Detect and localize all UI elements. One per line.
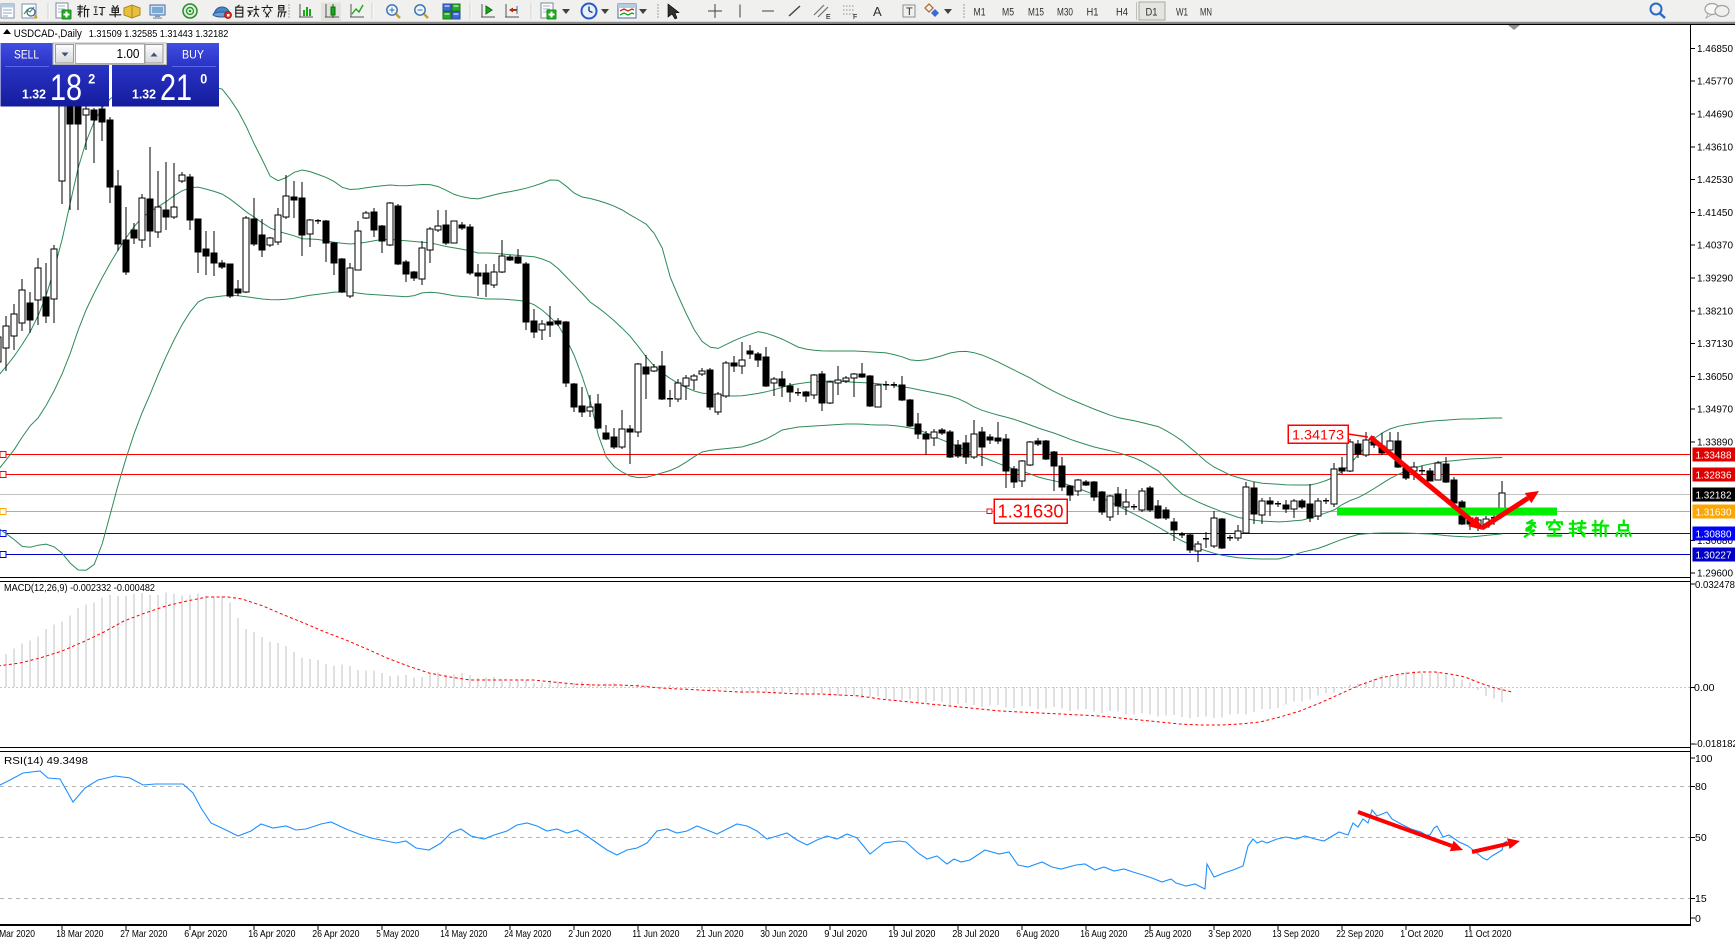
svg-text:24 May 2020: 24 May 2020 — [504, 928, 551, 940]
svg-text:MN: MN — [1200, 7, 1212, 19]
svg-text:W1: W1 — [1176, 7, 1188, 19]
svg-text:21 Jun 2020: 21 Jun 2020 — [696, 928, 743, 940]
svg-text:16 Aug 2020: 16 Aug 2020 — [1080, 928, 1127, 940]
svg-text:1.31630: 1.31630 — [1696, 506, 1732, 518]
svg-text:1.45770: 1.45770 — [1697, 76, 1733, 88]
svg-text:5 May 2020: 5 May 2020 — [376, 928, 419, 940]
svg-text:E: E — [826, 14, 831, 21]
svg-text:1 Oct 2020: 1 Oct 2020 — [1400, 928, 1443, 940]
svg-text:25 Aug 2020: 25 Aug 2020 — [1144, 928, 1191, 940]
svg-text:13 Sep 2020: 13 Sep 2020 — [1272, 928, 1319, 940]
svg-text:27 Mar 2020: 27 Mar 2020 — [120, 928, 167, 940]
svg-text:1.34970: 1.34970 — [1697, 404, 1733, 416]
svg-text:11 Jun 2020: 11 Jun 2020 — [632, 928, 679, 940]
svg-text:M1: M1 — [974, 7, 986, 19]
svg-text:MACD(12,26,9) -0.002332 -0.000: MACD(12,26,9) -0.002332 -0.000482 — [4, 582, 155, 594]
svg-text:1.40370: 1.40370 — [1697, 240, 1733, 252]
svg-text:18: 18 — [50, 67, 82, 108]
svg-text:21: 21 — [160, 67, 192, 108]
svg-text:50: 50 — [1695, 832, 1707, 844]
svg-text:1.34173: 1.34173 — [1292, 427, 1344, 443]
svg-text:H4: H4 — [1116, 7, 1128, 19]
svg-text:1.29600: 1.29600 — [1697, 568, 1733, 580]
svg-text:1.46850: 1.46850 — [1697, 43, 1733, 55]
svg-text:6 Apr 2020: 6 Apr 2020 — [184, 928, 227, 940]
svg-text:6 Aug 2020: 6 Aug 2020 — [1016, 928, 1059, 940]
svg-text:2 Jun 2020: 2 Jun 2020 — [568, 928, 611, 940]
svg-text:1.30880: 1.30880 — [1696, 528, 1732, 540]
svg-text:M30: M30 — [1057, 7, 1073, 19]
svg-text:0.032478: 0.032478 — [1695, 579, 1735, 591]
svg-text:BUY: BUY — [182, 48, 204, 62]
svg-text:26 Apr 2020: 26 Apr 2020 — [312, 928, 359, 940]
svg-text:1.37130: 1.37130 — [1697, 338, 1733, 350]
svg-text:2: 2 — [88, 71, 95, 87]
svg-text:1.32182: 1.32182 — [1696, 489, 1732, 501]
svg-text:16 Apr 2020: 16 Apr 2020 — [248, 928, 295, 940]
svg-text:1.30227: 1.30227 — [1696, 549, 1732, 561]
svg-text:1.32: 1.32 — [132, 88, 156, 102]
svg-text:14 May 2020: 14 May 2020 — [440, 928, 487, 940]
svg-text:9 Jul 2020: 9 Jul 2020 — [824, 928, 867, 940]
svg-text:11 Oct 2020: 11 Oct 2020 — [1464, 928, 1511, 940]
svg-text:1.44690: 1.44690 — [1697, 109, 1733, 121]
svg-text:1.31630: 1.31630 — [998, 501, 1064, 522]
svg-text:USDCAD-,Daily: USDCAD-,Daily — [14, 28, 82, 40]
svg-text:30 Jun 2020: 30 Jun 2020 — [760, 928, 807, 940]
svg-text:D1: D1 — [1146, 7, 1158, 19]
svg-text:-0.018182: -0.018182 — [1694, 738, 1735, 750]
svg-text:9 Mar 2020: 9 Mar 2020 — [0, 928, 35, 940]
svg-text:1.00: 1.00 — [117, 46, 140, 61]
svg-text:0: 0 — [1695, 913, 1701, 925]
svg-text:3 Sep 2020: 3 Sep 2020 — [1208, 928, 1251, 940]
svg-text:RSI(14) 49.3498: RSI(14) 49.3498 — [4, 755, 88, 767]
svg-text:H1: H1 — [1087, 7, 1099, 19]
svg-text:19 Jul 2020: 19 Jul 2020 — [888, 928, 935, 940]
svg-text:80: 80 — [1695, 781, 1707, 793]
svg-text:22 Sep 2020: 22 Sep 2020 — [1336, 928, 1383, 940]
svg-text:M5: M5 — [1002, 7, 1014, 19]
svg-text:1.42530: 1.42530 — [1697, 174, 1733, 186]
svg-text:A: A — [873, 4, 882, 19]
svg-text:1.33488: 1.33488 — [1696, 449, 1732, 461]
svg-text:15: 15 — [1695, 893, 1707, 905]
svg-text:100: 100 — [1695, 753, 1713, 765]
svg-text:1.31509 1.32585 1.31443 1.3218: 1.31509 1.32585 1.31443 1.32182 — [89, 28, 229, 40]
svg-text:1.32836: 1.32836 — [1696, 469, 1732, 481]
svg-text:18 Mar 2020: 18 Mar 2020 — [56, 928, 103, 940]
svg-text:28 Jul 2020: 28 Jul 2020 — [952, 928, 999, 940]
svg-text:1.41450: 1.41450 — [1697, 207, 1733, 219]
svg-text:F: F — [853, 14, 857, 21]
svg-text:SELL: SELL — [14, 48, 39, 62]
svg-text:T: T — [906, 6, 913, 18]
svg-text:0: 0 — [200, 71, 207, 87]
svg-text:1.43610: 1.43610 — [1697, 141, 1733, 153]
svg-text:1.33890: 1.33890 — [1697, 437, 1733, 449]
svg-text:M15: M15 — [1028, 7, 1044, 19]
svg-text:0.00: 0.00 — [1694, 682, 1715, 694]
svg-text:1.39290: 1.39290 — [1697, 273, 1733, 285]
svg-text:1.32: 1.32 — [22, 88, 46, 102]
svg-text:1.38210: 1.38210 — [1697, 305, 1733, 317]
svg-text:1.36050: 1.36050 — [1697, 371, 1733, 383]
